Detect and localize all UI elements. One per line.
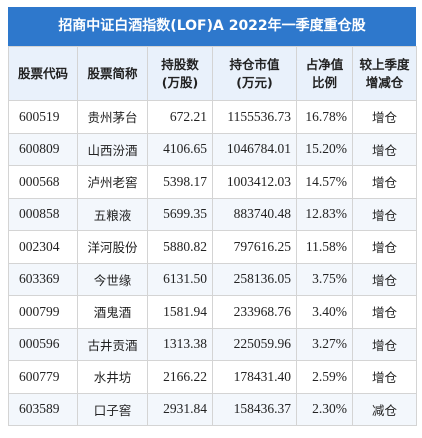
cell-net-ratio: 15.20% [296, 132, 353, 166]
cell-position-change: 增仓 [352, 295, 417, 329]
cell-market-value: 178431.40 [212, 360, 297, 394]
cell-position-change: 增仓 [352, 100, 417, 134]
cell-position-change: 增仓 [352, 360, 417, 394]
cell-shares: 2931.84 [147, 392, 213, 426]
cell-stock-code: 000799 [8, 295, 78, 329]
cell-stock-code: 000568 [8, 165, 78, 199]
cell-shares: 1313.38 [147, 327, 213, 361]
cell-stock-name: 洋河股份 [77, 230, 148, 264]
cell-market-value: 797616.25 [212, 230, 297, 264]
cell-net-ratio: 3.40% [296, 295, 353, 329]
col-header-change: 较上季度 增减仓 [352, 46, 417, 101]
cell-stock-name: 泸州老窖 [77, 165, 148, 199]
cell-position-change: 减仓 [352, 392, 417, 426]
col-header-name: 股票简称 [77, 46, 148, 101]
cell-shares: 2166.22 [147, 360, 213, 394]
cell-position-change: 增仓 [352, 197, 417, 231]
cell-market-value: 1155536.73 [212, 100, 297, 134]
cell-net-ratio: 16.78% [296, 100, 353, 134]
cell-market-value: 158436.37 [212, 392, 297, 426]
col-header-value: 持仓市值 (万元) [212, 46, 297, 101]
table-row: 000568 泸州老窖 5398.17 1003412.03 14.57% 增仓 [8, 165, 417, 199]
cell-stock-code: 600809 [8, 132, 78, 166]
cell-stock-code: 603369 [8, 262, 78, 296]
cell-position-change: 增仓 [352, 262, 417, 296]
cell-market-value: 258136.05 [212, 262, 297, 296]
col-header-code: 股票代码 [8, 46, 78, 101]
cell-net-ratio: 3.75% [296, 262, 353, 296]
cell-position-change: 增仓 [352, 230, 417, 264]
cell-net-ratio: 3.27% [296, 327, 353, 361]
cell-stock-name: 五粮液 [77, 197, 148, 231]
table-row: 000858 五粮液 5699.35 883740.48 12.83% 增仓 [8, 197, 417, 231]
cell-stock-name: 山西汾酒 [77, 132, 148, 166]
cell-shares: 5880.82 [147, 230, 213, 264]
cell-shares: 5699.35 [147, 197, 213, 231]
cell-net-ratio: 14.57% [296, 165, 353, 199]
table-row: 002304 洋河股份 5880.82 797616.25 11.58% 增仓 [8, 230, 417, 264]
cell-shares: 5398.17 [147, 165, 213, 199]
cell-market-value: 233968.76 [212, 295, 297, 329]
col-header-shares: 持股数 (万股) [147, 46, 213, 101]
header-row: 股票代码 股票简称 持股数 (万股) 持仓市值 (万元) 占净值 比例 较上季度 增减仓 [8, 46, 417, 101]
col-header-ratio: 占净值 比例 [296, 46, 353, 101]
table-row: 600809 山西汾酒 4106.65 1046784.01 15.20% 增仓 [8, 132, 417, 166]
cell-position-change: 增仓 [352, 165, 417, 199]
cell-stock-code: 000858 [8, 197, 78, 231]
cell-net-ratio: 2.30% [296, 392, 353, 426]
cell-market-value: 883740.48 [212, 197, 297, 231]
cell-stock-name: 口子窖 [77, 392, 148, 426]
table-row: 600779 水井坊 2166.22 178431.40 2.59% 增仓 [8, 360, 417, 394]
table-row: 603369 今世缘 6131.50 258136.05 3.75% 增仓 [8, 262, 417, 296]
cell-stock-code: 603589 [8, 392, 78, 426]
table-title: 招商中证白酒指数(LOF)A 2022年一季度重仓股 [8, 7, 416, 46]
cell-market-value: 1046784.01 [212, 132, 297, 166]
cell-shares: 672.21 [147, 100, 213, 134]
cell-stock-code: 600519 [8, 100, 78, 134]
cell-net-ratio: 12.83% [296, 197, 353, 231]
table-row: 600519 贵州茅台 672.21 1155536.73 16.78% 增仓 [8, 100, 417, 134]
cell-stock-name: 贵州茅台 [77, 100, 148, 134]
cell-net-ratio: 11.58% [296, 230, 353, 264]
cell-stock-code: 000596 [8, 327, 78, 361]
cell-shares: 6131.50 [147, 262, 213, 296]
cell-net-ratio: 2.59% [296, 360, 353, 394]
cell-shares: 1581.94 [147, 295, 213, 329]
cell-market-value: 225059.96 [212, 327, 297, 361]
cell-shares: 4106.65 [147, 132, 213, 166]
cell-position-change: 增仓 [352, 327, 417, 361]
cell-stock-code: 002304 [8, 230, 78, 264]
table-row: 603589 口子窖 2931.84 158436.37 2.30% 减仓 [8, 392, 417, 426]
table-row: 000596 古井贡酒 1313.38 225059.96 3.27% 增仓 [8, 327, 417, 361]
holdings-table: 股票代码 股票简称 持股数 (万股) 持仓市值 (万元) 占净值 比例 较上季度 增减仓… [8, 46, 417, 426]
cell-stock-name: 酒鬼酒 [77, 295, 148, 329]
cell-stock-name: 水井坊 [77, 360, 148, 394]
cell-market-value: 1003412.03 [212, 165, 297, 199]
cell-stock-name: 古井贡酒 [77, 327, 148, 361]
cell-position-change: 增仓 [352, 132, 417, 166]
cell-stock-code: 600779 [8, 360, 78, 394]
cell-stock-name: 今世缘 [77, 262, 148, 296]
table-row: 000799 酒鬼酒 1581.94 233968.76 3.40% 增仓 [8, 295, 417, 329]
